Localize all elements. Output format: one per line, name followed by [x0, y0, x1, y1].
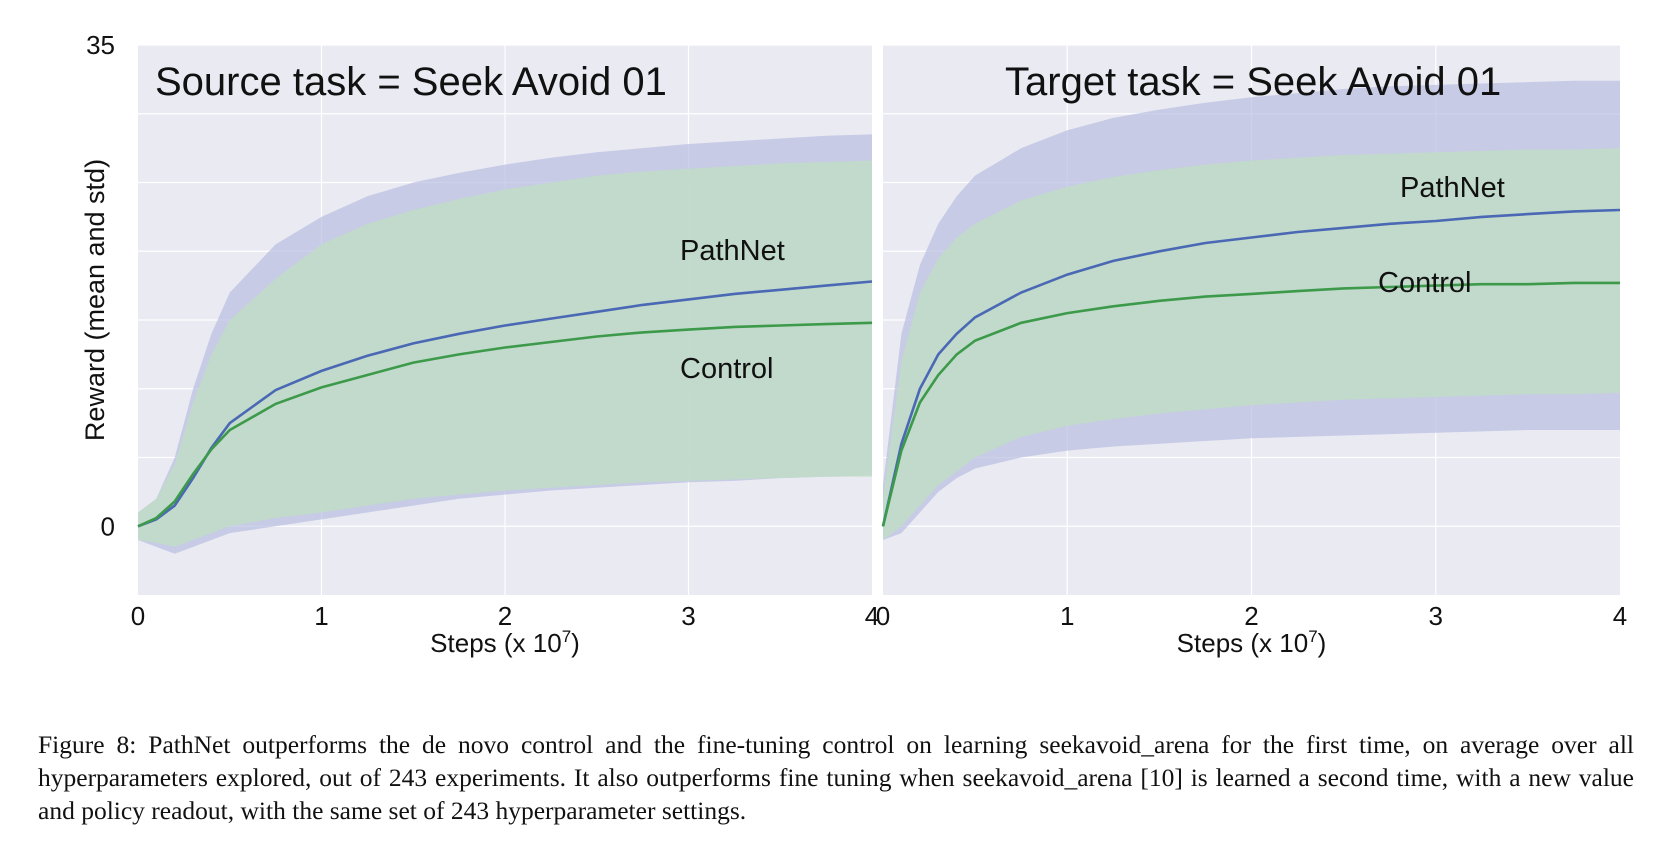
- control-mean-line: [881, 281, 1620, 527]
- x-tick-label: 3: [681, 601, 695, 631]
- x-tick-label: 1: [1060, 601, 1074, 631]
- pathnet-mean-line: [881, 208, 1621, 527]
- x-axis-label: Steps (x 107): [1177, 627, 1327, 658]
- x-tick-label: 1: [314, 601, 328, 631]
- pathnet-series-label: PathNet: [1400, 172, 1505, 204]
- control-std-band: [883, 148, 1620, 540]
- control-mean-line: [137, 321, 873, 528]
- control-series-label: Control: [680, 353, 774, 385]
- control-series-label: Control: [1378, 267, 1472, 299]
- x-tick-label: 2: [498, 601, 512, 631]
- x-tick-label: 2: [1244, 601, 1258, 631]
- x-tick-label: 4: [865, 601, 879, 631]
- pathnet-series-label: PathNet: [680, 235, 785, 267]
- target-task-panel: PathNet Control Target task = Seek Avoid 0…: [876, 44, 1627, 658]
- x-tick-label: 0: [131, 601, 145, 631]
- control-std-band: [138, 160, 872, 547]
- x-tick-label: 4: [1613, 601, 1627, 631]
- figure: PathNet Control Source task = Seek Avoid 0…: [80, 30, 1627, 658]
- x-tick-label: 0: [876, 601, 890, 631]
- y-tick-label: 35: [86, 30, 115, 60]
- source-task-panel: PathNet Control Source task = Seek Avoid 0…: [80, 30, 879, 658]
- pathnet-mean-line: [137, 280, 873, 528]
- panel-title: Target task = Seek Avoid 01: [1005, 60, 1501, 104]
- y-tick-label: 0: [101, 511, 115, 541]
- x-tick-label: 3: [1429, 601, 1443, 631]
- panel-title: Source task = Seek Avoid 01: [155, 60, 667, 104]
- figure-caption: Figure 8: PathNet outperforms the de nov…: [38, 730, 1634, 825]
- x-axis-label: Steps (x 107): [430, 627, 580, 658]
- y-axis-label: Reward (mean and std): [80, 159, 110, 441]
